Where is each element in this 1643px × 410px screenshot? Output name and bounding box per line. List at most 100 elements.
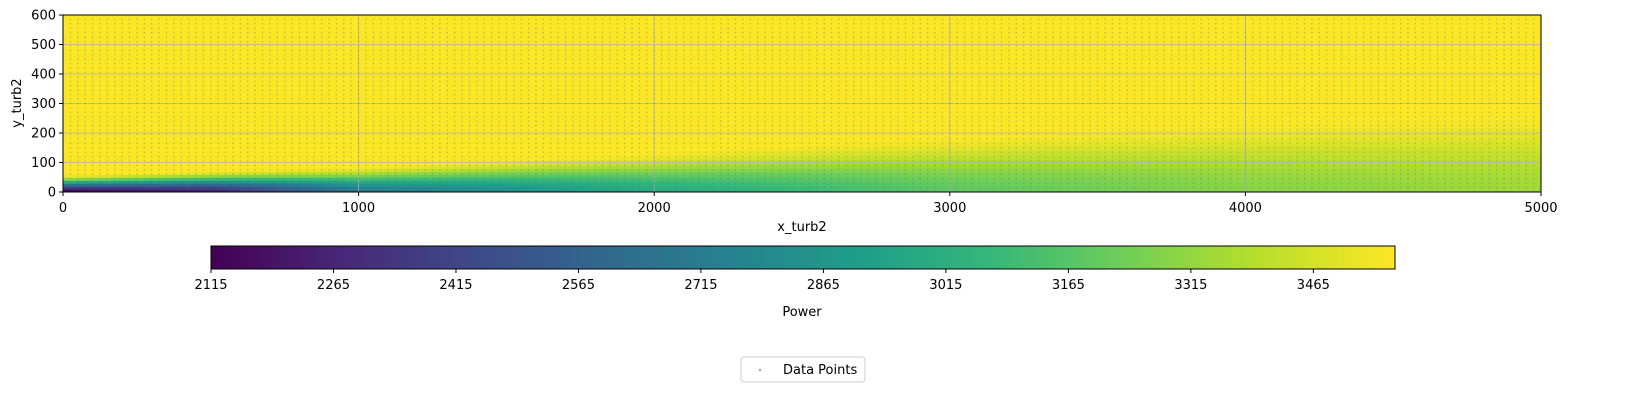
- heatmap-cell: [500, 165, 513, 169]
- heatmap-cell: [618, 174, 632, 178]
- heatmap-cell: [98, 189, 111, 192]
- heatmap-cell: [110, 171, 123, 175]
- heatmap-cell: [973, 168, 986, 172]
- heatmap-cell: [1292, 168, 1306, 172]
- heatmap-cell: [63, 168, 76, 172]
- heatmap-cell: [606, 156, 620, 161]
- heatmap-cell: [181, 168, 194, 172]
- heatmap-cell: [476, 165, 490, 169]
- heatmap-cell: [453, 180, 466, 184]
- heatmap-cell: [1044, 180, 1057, 184]
- heatmap-cell: [1399, 168, 1412, 172]
- heatmap-cell: [606, 189, 620, 192]
- heatmap-cell: [535, 168, 549, 172]
- heatmap-cell: [157, 156, 171, 161]
- heatmap-cell: [1209, 171, 1223, 175]
- heatmap-cell: [1375, 159, 1388, 164]
- heatmap-cell: [997, 189, 1010, 192]
- heatmap-cell: [937, 189, 951, 192]
- heatmap-cell: [181, 177, 194, 181]
- heatmap-cell: [618, 183, 632, 187]
- heatmap-cell: [689, 171, 703, 175]
- heatmap-cell: [405, 174, 419, 178]
- heatmap-cell: [204, 177, 218, 181]
- heatmap-cell: [500, 162, 513, 167]
- heatmap-cell: [488, 150, 502, 155]
- heatmap-cell: [547, 171, 561, 175]
- heatmap-cell: [275, 171, 289, 175]
- heatmap-cell: [807, 156, 821, 161]
- heatmap-cell: [890, 156, 904, 161]
- heatmap-cell: [453, 183, 466, 187]
- heatmap-cell: [193, 168, 206, 172]
- heatmap-cell: [595, 186, 608, 190]
- heatmap-cell: [677, 189, 691, 192]
- heatmap-cell: [1103, 153, 1116, 158]
- heatmap-cell: [736, 162, 750, 167]
- heatmap-cell: [807, 171, 821, 175]
- heatmap-cell: [1339, 156, 1353, 161]
- heatmap-cell: [417, 156, 431, 161]
- heatmap-cell: [1280, 171, 1294, 175]
- heatmap-cell: [1375, 177, 1388, 181]
- heatmap-cell: [1162, 156, 1176, 161]
- heatmap-cell: [323, 189, 336, 192]
- heatmap-cell: [1446, 180, 1459, 184]
- heatmap-cell: [606, 159, 620, 164]
- heatmap-cell: [1280, 162, 1294, 167]
- heatmap-cell: [488, 156, 502, 161]
- heatmap-cell: [1079, 186, 1093, 190]
- heatmap-cell: [252, 153, 265, 158]
- heatmap-cell: [1245, 180, 1258, 184]
- heatmap-cell: [571, 156, 584, 161]
- heatmap-cell: [973, 186, 986, 190]
- heatmap-cell: [654, 153, 667, 158]
- heatmap-cell: [630, 162, 643, 167]
- heatmap-cell: [1316, 186, 1329, 190]
- heatmap-cell: [1316, 168, 1329, 172]
- heatmap-cell: [878, 180, 892, 184]
- heatmap-cell: [429, 165, 442, 169]
- heatmap-cell: [1091, 162, 1105, 167]
- heatmap-cell: [98, 186, 111, 190]
- heatmap-cell: [890, 162, 904, 167]
- heatmap-cell: [228, 159, 241, 164]
- heatmap-cell: [453, 174, 466, 178]
- heatmap-cell: [642, 162, 655, 167]
- heatmap-cell: [1517, 171, 1530, 175]
- heatmap-cell: [1174, 156, 1187, 161]
- heatmap-cell: [1127, 183, 1140, 187]
- heatmap-cell: [1446, 168, 1459, 172]
- heatmap-cell: [323, 174, 336, 178]
- heatmap-cell: [346, 177, 360, 181]
- heatmap-cell: [1269, 168, 1282, 172]
- heatmap-cell: [843, 183, 856, 187]
- heatmap-cell: [382, 171, 395, 175]
- heatmap-cell: [725, 156, 738, 161]
- heatmap-cell: [346, 174, 360, 178]
- heatmap-cell: [63, 165, 76, 169]
- heatmap-cell: [1493, 186, 1507, 190]
- heatmap-cell: [299, 162, 312, 167]
- heatmap-cell: [1387, 171, 1400, 175]
- heatmap-cell: [1115, 168, 1128, 172]
- heatmap-cell: [1079, 189, 1093, 192]
- heatmap-cell: [819, 165, 833, 169]
- heatmap-cell: [1304, 180, 1317, 184]
- heatmap-cell: [1375, 162, 1388, 167]
- heatmap-cell: [346, 186, 360, 190]
- heatmap-cell: [559, 168, 573, 172]
- heatmap-cell: [1174, 165, 1187, 169]
- heatmap-cell: [642, 165, 655, 169]
- heatmap-cell: [193, 180, 206, 184]
- heatmap-cell: [346, 165, 360, 169]
- heatmap-cell: [500, 189, 513, 192]
- heatmap-cell: [193, 165, 206, 169]
- heatmap-cell: [902, 153, 915, 158]
- heatmap-cell: [867, 186, 880, 190]
- heatmap-cell: [890, 189, 904, 192]
- heatmap-cell: [216, 153, 230, 158]
- heatmap-cell: [1280, 174, 1294, 178]
- heatmap-cell: [181, 159, 194, 164]
- heatmap-cell: [299, 150, 312, 155]
